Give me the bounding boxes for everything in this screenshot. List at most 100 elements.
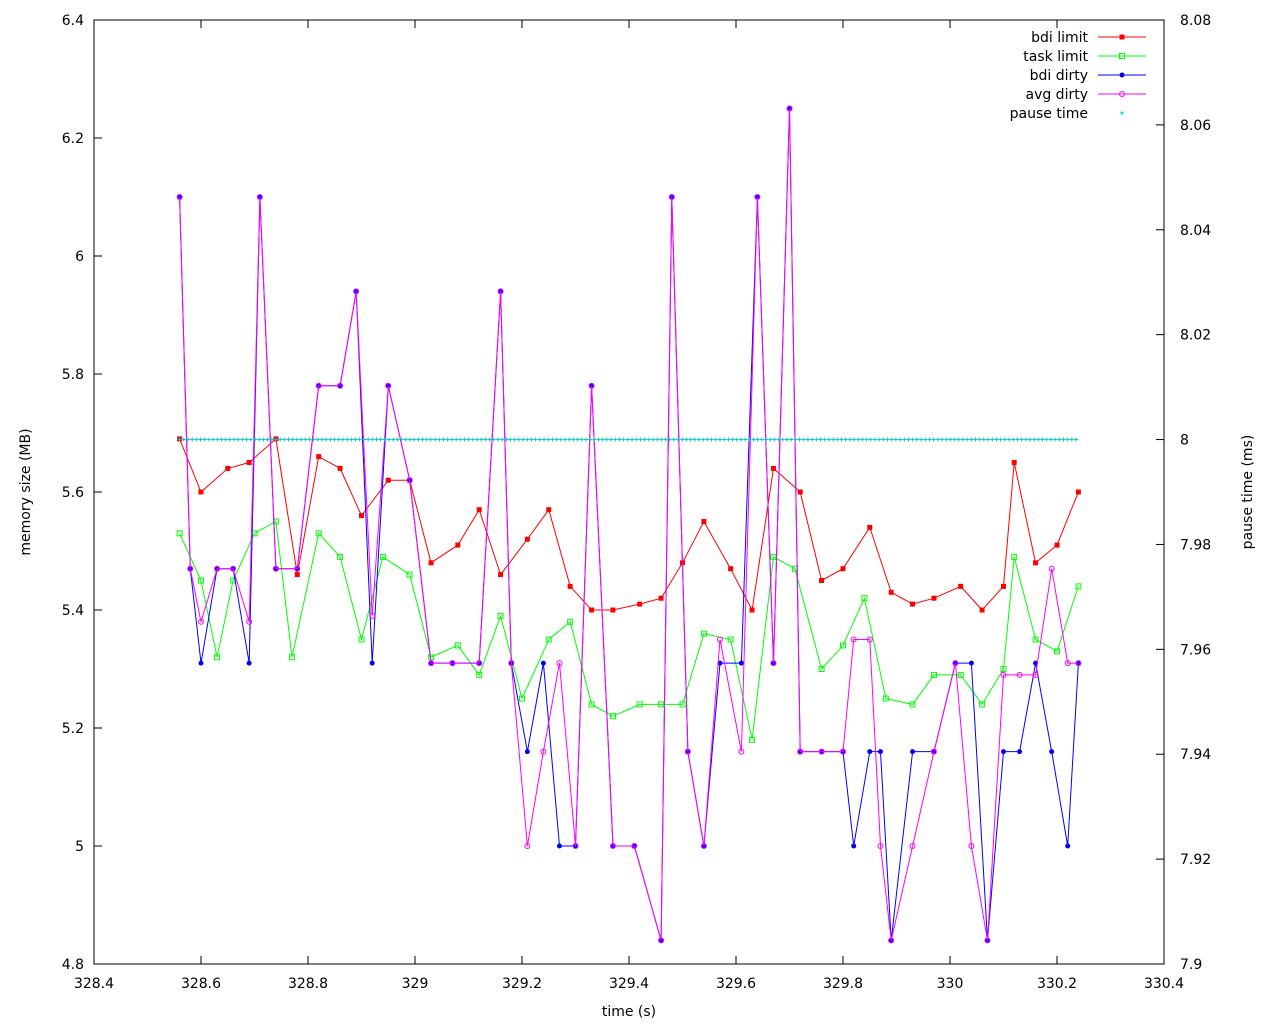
data-point (382, 437, 387, 442)
y-axis-label: memory size (MB) (18, 428, 34, 555)
plot-frame (93, 19, 1165, 965)
data-point (701, 437, 706, 442)
data-point (697, 437, 702, 442)
series-task-limit (176, 518, 1082, 743)
data-point (998, 437, 1003, 442)
data-point (240, 437, 245, 442)
data-point (1075, 583, 1082, 590)
data-point (176, 530, 183, 537)
data-point (864, 437, 869, 442)
data-point (1011, 553, 1018, 560)
data-point (537, 437, 542, 442)
data-point (524, 536, 530, 542)
y2-axis-label: pause time (ms) (1240, 435, 1256, 550)
data-point (919, 437, 924, 442)
data-point (888, 937, 895, 944)
data-point (497, 288, 504, 295)
data-point (923, 437, 928, 442)
data-point (1032, 437, 1037, 442)
axes (93, 19, 1165, 965)
data-point (272, 565, 279, 572)
data-point (198, 618, 204, 625)
data-point (516, 437, 521, 442)
data-point (931, 595, 937, 601)
data-point (1048, 437, 1053, 442)
y2-tick-label: 7.9 (1180, 957, 1202, 973)
data-point (727, 636, 734, 643)
data-point (406, 477, 413, 484)
data-point (986, 437, 991, 442)
legend-item: avg dirty (1025, 87, 1146, 103)
data-point (957, 671, 964, 678)
data-point (668, 194, 675, 200)
data-point (374, 437, 379, 442)
data-point (181, 437, 186, 442)
data-point (508, 437, 513, 442)
x-tick-label: 328.8 (288, 976, 328, 992)
data-point (840, 748, 846, 755)
data-point (366, 437, 371, 442)
data-point (910, 601, 916, 607)
data-point (540, 660, 546, 666)
data-point (449, 660, 456, 667)
data-point (328, 437, 333, 442)
data-point (692, 437, 697, 442)
data-point (789, 437, 794, 442)
data-point (244, 437, 249, 442)
data-point (378, 437, 383, 442)
data-point (395, 437, 400, 442)
x-tick-label: 329.4 (609, 976, 649, 992)
data-point (512, 437, 517, 442)
data-point (663, 437, 668, 442)
data-point (600, 437, 605, 442)
data-point (176, 194, 183, 200)
data-point (589, 607, 595, 613)
data-point (567, 583, 573, 589)
data-point (1065, 843, 1071, 849)
x-tick-label: 329.6 (716, 976, 756, 992)
data-point (797, 748, 804, 755)
data-point (428, 660, 435, 667)
data-point (801, 437, 806, 442)
data-point (839, 437, 844, 442)
series-bdi-dirty (177, 106, 1081, 943)
data-point (504, 437, 509, 442)
data-point (483, 437, 488, 442)
data-point (831, 437, 836, 442)
data-point (785, 437, 790, 442)
y2-tick-label: 8.06 (1180, 118, 1211, 134)
data-point (981, 437, 986, 442)
data-point (290, 437, 295, 442)
data-point (935, 437, 940, 442)
data-point (604, 437, 609, 442)
data-point (299, 437, 304, 442)
data-point (671, 437, 676, 442)
data-point (575, 437, 580, 442)
data-point (776, 437, 781, 442)
data-point (826, 437, 831, 442)
data-point (1065, 437, 1070, 442)
data-point (1016, 671, 1023, 678)
data-point (406, 571, 413, 578)
data-point (546, 507, 552, 513)
data-point (709, 437, 714, 442)
data-point (211, 437, 216, 442)
data-point (818, 748, 825, 755)
data-point (556, 660, 563, 667)
data-point (475, 437, 480, 442)
data-point (902, 437, 907, 442)
data-point (1019, 437, 1024, 442)
data-point (491, 437, 496, 442)
data-point (861, 595, 868, 602)
data-point (797, 437, 802, 442)
data-point (1000, 666, 1007, 672)
data-point (850, 636, 857, 643)
data-point (349, 437, 354, 442)
data-point (1069, 437, 1074, 442)
series-avg-dirty (176, 105, 1082, 944)
data-point (705, 437, 710, 442)
x-tick-label: 329.2 (502, 976, 542, 992)
data-point (177, 437, 182, 442)
data-point (198, 660, 204, 666)
data-point (571, 437, 576, 442)
